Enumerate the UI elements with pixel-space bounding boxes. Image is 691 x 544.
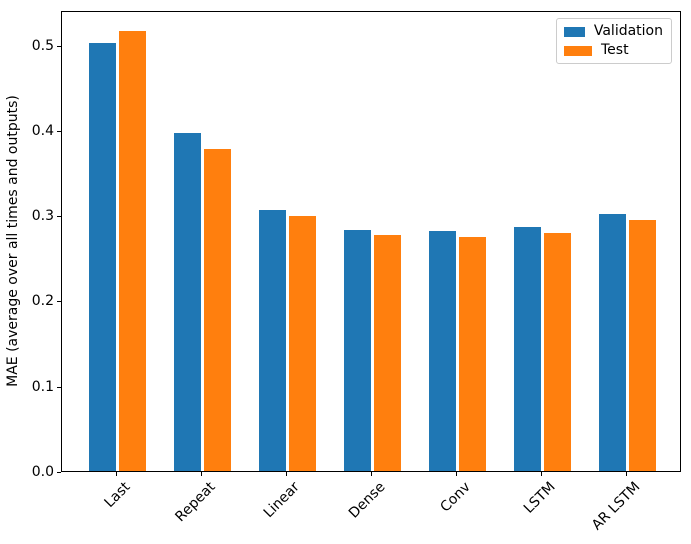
- bar-conv-test: [458, 237, 486, 471]
- bar-repeat-validation: [173, 133, 201, 471]
- bar-lstm-test: [543, 233, 571, 471]
- bar-ar-lstm-test: [628, 220, 656, 471]
- bar-dense-validation: [343, 229, 371, 471]
- bar-last-test: [118, 30, 146, 471]
- legend-label-validation: Validation: [593, 23, 663, 39]
- x-tick-mark: [626, 472, 627, 476]
- x-tick-label: LSTM: [520, 479, 559, 517]
- x-tick-mark: [201, 472, 202, 476]
- x-tick-label: Conv: [436, 479, 474, 516]
- y-tick-mark: [57, 301, 61, 303]
- y-tick-label: 0.5: [31, 37, 54, 54]
- legend-label-test: Test: [601, 42, 629, 58]
- y-tick-mark: [57, 45, 61, 47]
- y-axis-title: MAE (average over all times and outputs): [5, 95, 21, 387]
- x-tick-label: Dense: [345, 479, 389, 522]
- x-tick-mark: [456, 472, 457, 476]
- x-tick-mark: [116, 472, 117, 476]
- x-tick-label: Repeat: [172, 479, 219, 526]
- bar-repeat-test: [203, 148, 231, 471]
- plot-area: [61, 11, 681, 472]
- legend: Validation Test: [556, 18, 672, 64]
- legend-swatch-test: [564, 45, 592, 56]
- y-tick-label: 0.3: [31, 208, 54, 225]
- x-tick-mark: [286, 472, 287, 476]
- y-tick-mark: [57, 130, 61, 132]
- x-tick-mark: [541, 472, 542, 476]
- bar-linear-test: [288, 216, 316, 471]
- x-tick-label: AR LSTM: [588, 479, 644, 534]
- y-tick-label: 0.1: [31, 378, 54, 395]
- x-tick-label: Last: [101, 479, 134, 511]
- bar-ar-lstm-validation: [598, 214, 626, 471]
- bar-last-validation: [88, 42, 116, 471]
- y-tick-mark: [57, 472, 61, 473]
- legend-swatch-validation: [564, 26, 585, 37]
- x-tick-label: Linear: [261, 479, 304, 522]
- bar-conv-validation: [428, 231, 456, 471]
- y-tick-mark: [57, 216, 61, 218]
- legend-item-test: Test: [564, 43, 663, 58]
- y-tick-mark: [57, 386, 61, 388]
- bar-lstm-validation: [513, 227, 541, 471]
- bar-linear-validation: [258, 210, 286, 471]
- y-tick-label: 0.0: [31, 464, 54, 480]
- y-tick-label: 0.2: [31, 293, 54, 310]
- bar-dense-test: [373, 234, 401, 471]
- legend-item-validation: Validation: [564, 24, 663, 39]
- x-tick-mark: [371, 472, 372, 476]
- y-tick-label: 0.4: [31, 122, 54, 139]
